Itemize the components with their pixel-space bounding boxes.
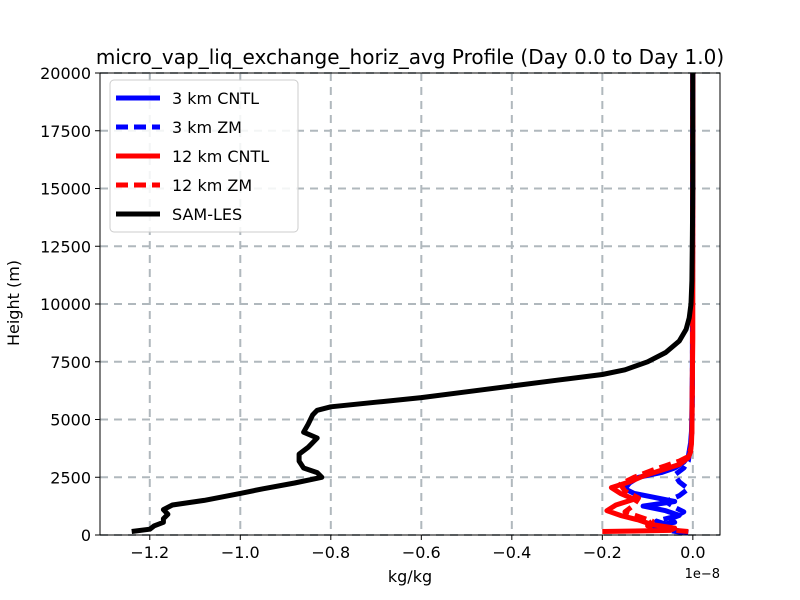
y-tick-label: 17500: [40, 122, 91, 141]
x-tick-label: −0.4: [492, 543, 531, 562]
legend: 3 km CNTL 3 km ZM 12 km CNTL 12 km ZM SAM-LE…: [109, 79, 299, 233]
x-tick-label: −0.8: [311, 543, 350, 562]
x-axis-offset-label: 1e−8: [685, 567, 720, 582]
legend-label: 12 km CNTL: [172, 147, 269, 166]
legend-label: 12 km ZM: [172, 176, 252, 195]
x-tick-label: −1.0: [221, 543, 260, 562]
x-tick-label: −1.2: [130, 543, 169, 562]
y-tick-label: 15000: [40, 180, 91, 199]
x-tick-label: −0.6: [402, 543, 441, 562]
y-tick-label: 10000: [40, 295, 91, 314]
series-line-12-km-zm: [617, 72, 696, 534]
y-tick-label: 7500: [50, 353, 91, 372]
y-axis-label: Height (m): [4, 260, 23, 346]
legend-label: SAM-LES: [172, 205, 242, 224]
y-tick-label: 20000: [40, 64, 91, 83]
x-tick-label: −0.2: [583, 543, 622, 562]
y-tick-label: 12500: [40, 237, 91, 256]
x-tick-label: 0.0: [680, 543, 705, 562]
chart-title: micro_vap_liq_exchange_horiz_avg Profile…: [96, 45, 724, 69]
legend-label: 3 km ZM: [172, 118, 242, 137]
legend-box: [109, 79, 299, 233]
y-tick-label: 2500: [50, 468, 91, 487]
series-layer: [131, 72, 696, 536]
y-tick-label: 5000: [50, 411, 91, 430]
legend-label: 3 km CNTL: [172, 89, 259, 108]
y-tick-label: 0: [81, 526, 91, 545]
y-axis: 0 2500 5000 7500 10000 12500 15000 17500 20000: [40, 64, 100, 545]
series-line-sam-les: [131, 73, 696, 534]
series-line-3-km-zm: [654, 72, 696, 536]
x-axis: −1.2 −1.0 −0.8 −0.6 −0.4 −0.2 0.0: [130, 535, 706, 562]
x-axis-label: kg/kg: [388, 567, 432, 586]
